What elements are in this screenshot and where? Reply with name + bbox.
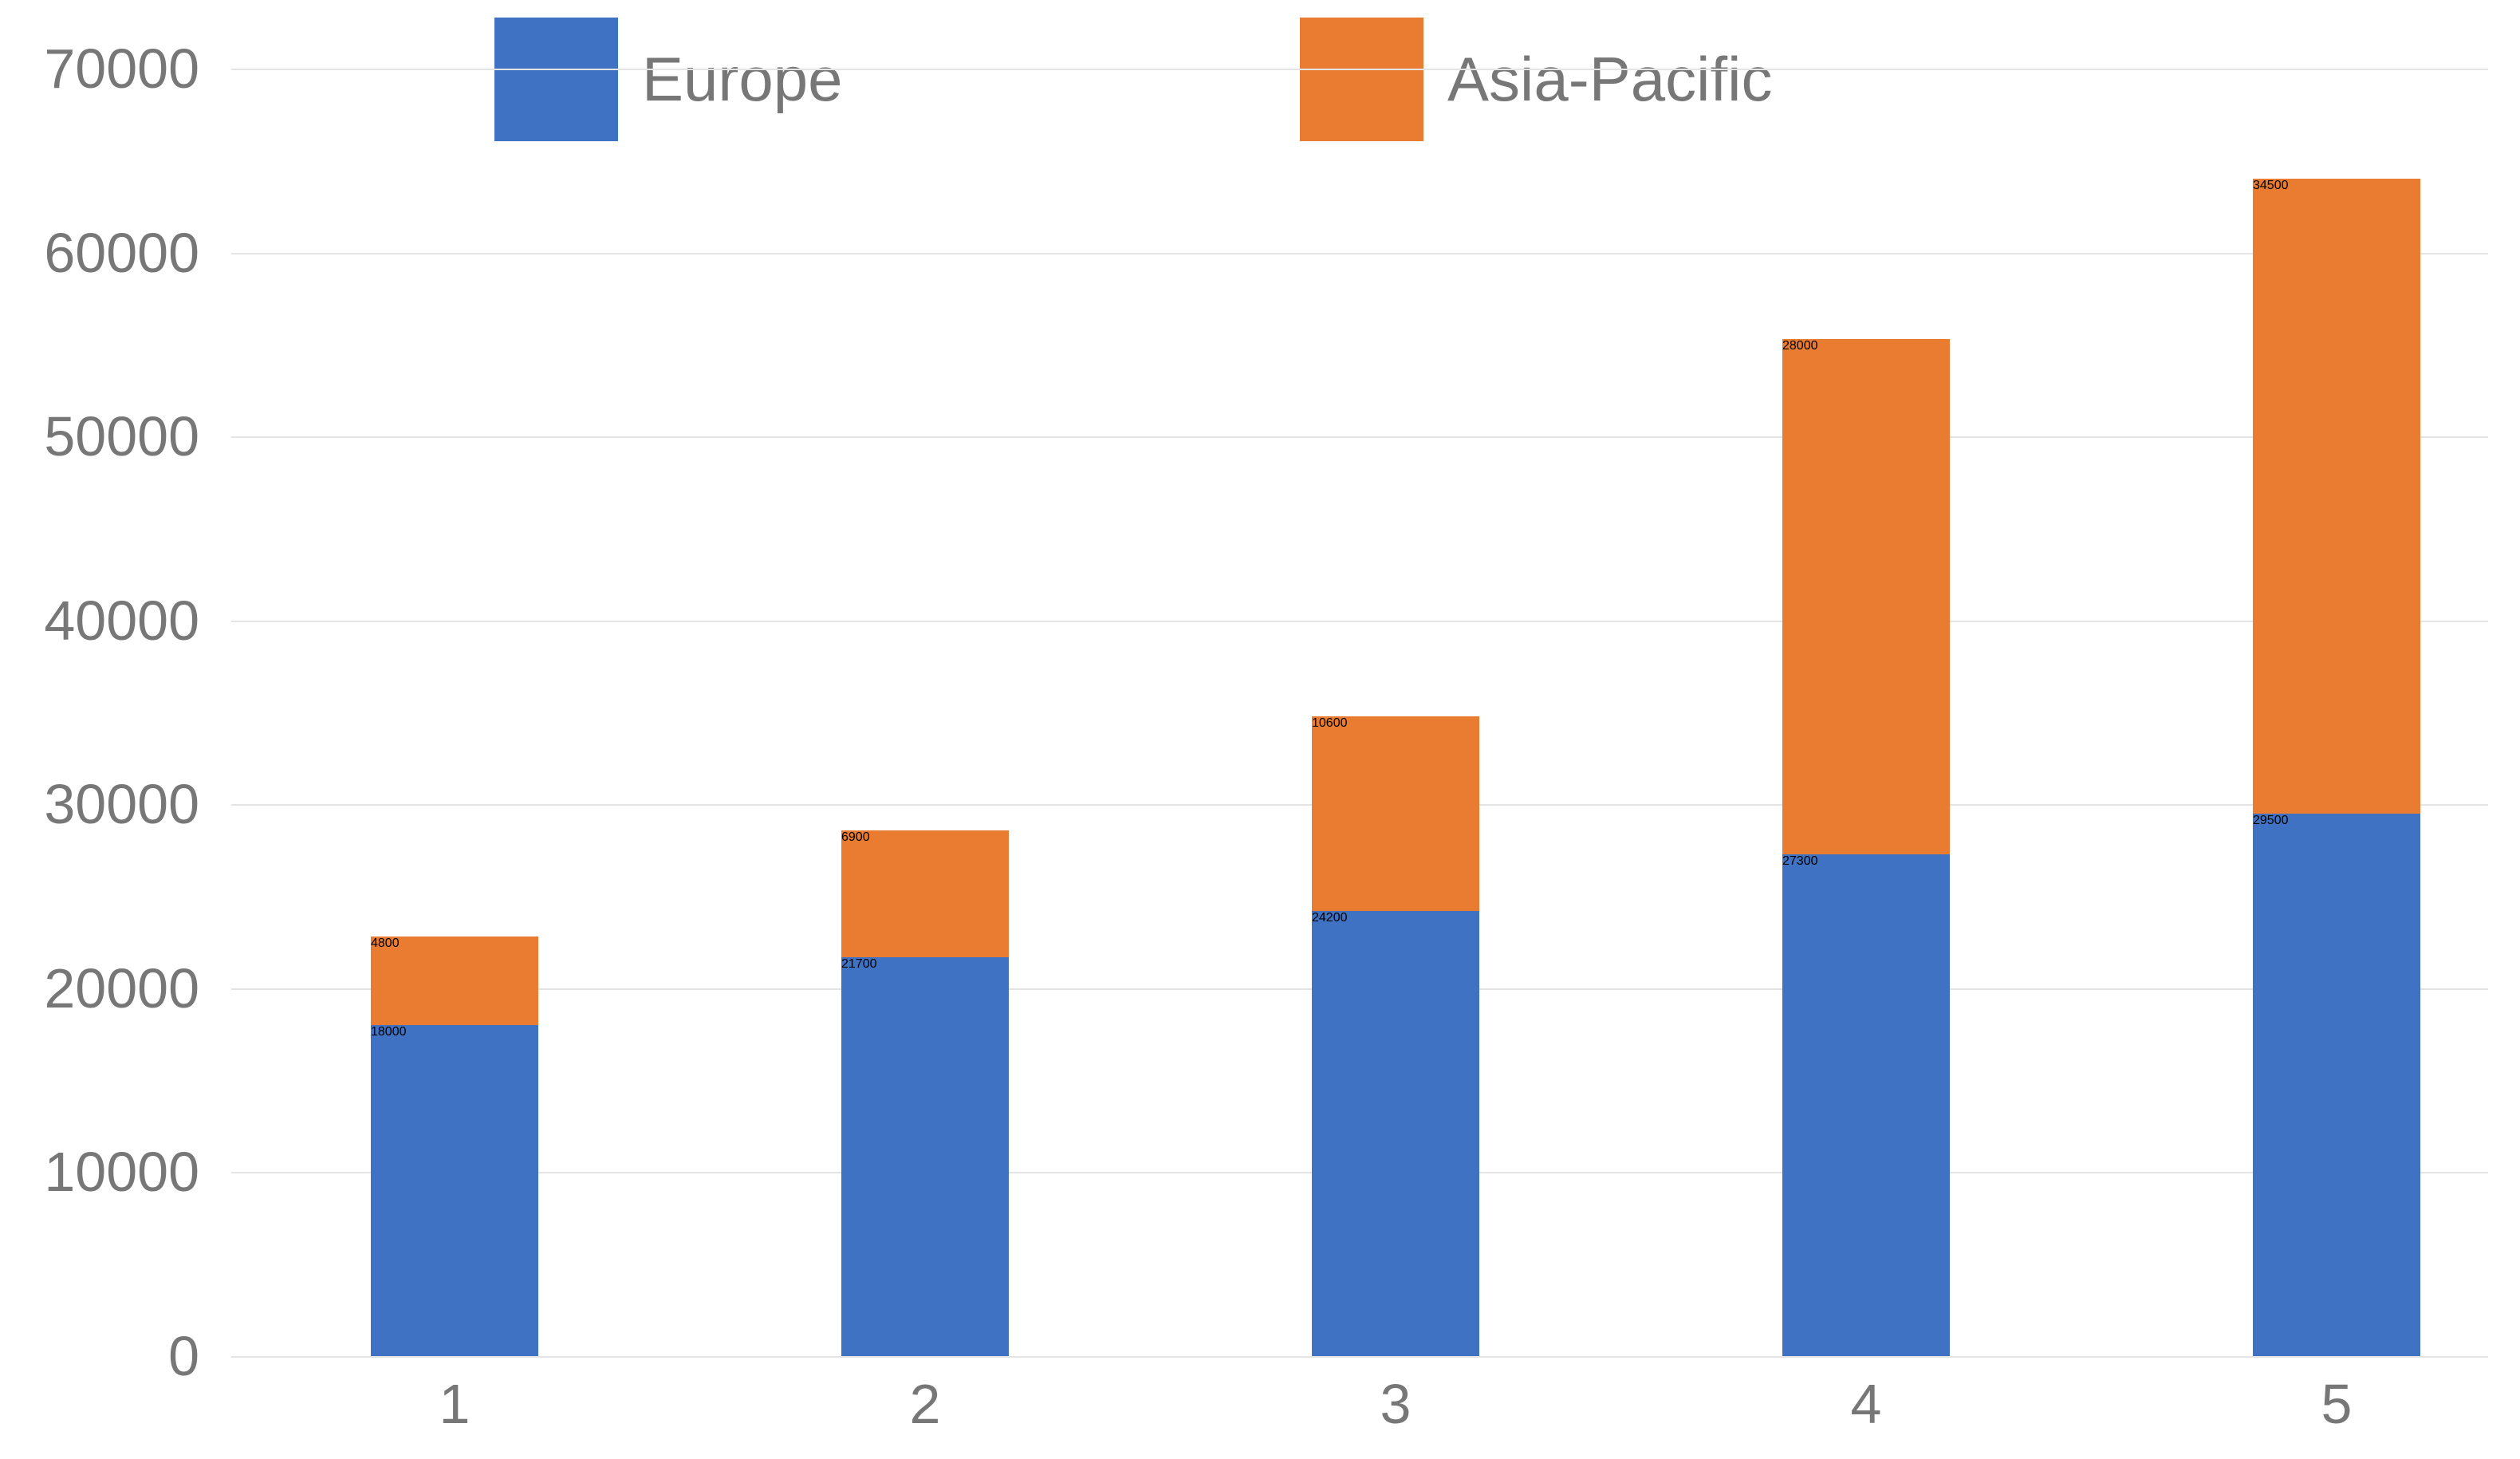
- y-tick-label: 40000: [0, 589, 199, 653]
- gridline: [231, 1356, 2488, 1358]
- bar-stack: 180004800: [371, 937, 538, 1356]
- x-tick-label: 2: [910, 1372, 941, 1436]
- x-tick-label: 4: [1851, 1372, 1882, 1436]
- gridline: [231, 436, 2488, 438]
- x-tick-label: 3: [1380, 1372, 1412, 1436]
- y-tick-label: 20000: [0, 956, 199, 1020]
- bar-segment-europe: 21700: [841, 957, 1009, 1356]
- y-tick-label: 10000: [0, 1140, 199, 1204]
- gridline: [231, 621, 2488, 622]
- plot-area: 180004800 217006900 2420010600 2730028000 29…: [231, 32, 2488, 1356]
- bar-stack: 217006900: [841, 830, 1009, 1356]
- y-tick-label: 0: [0, 1324, 199, 1388]
- y-tick-label: 70000: [0, 37, 199, 101]
- bar-segment-asia-pacific: 6900: [841, 830, 1009, 957]
- bar-segment-europe: 27300: [1782, 854, 1950, 1356]
- y-tick-label: 50000: [0, 404, 199, 468]
- bar-segment-asia-pacific: 10600: [1312, 716, 1479, 911]
- bar-segment-asia-pacific: 4800: [371, 937, 538, 1025]
- bar-segment-asia-pacific: 34500: [2253, 179, 2420, 813]
- bar-stack: 2950034500: [2253, 179, 2420, 1356]
- bar-stack: 2730028000: [1782, 339, 1950, 1356]
- bar-segment-europe: 18000: [371, 1025, 538, 1356]
- y-tick-label: 60000: [0, 221, 199, 285]
- x-tick-label: 5: [2321, 1372, 2353, 1436]
- y-tick-label: 30000: [0, 772, 199, 836]
- bar-segment-asia-pacific: 28000: [1782, 339, 1950, 854]
- stacked-bar-chart: EuropeAsia-Pacific1800048002170069002420…: [0, 0, 2520, 1459]
- gridline: [231, 69, 2488, 70]
- bar-segment-europe: 24200: [1312, 911, 1479, 1356]
- gridline: [231, 253, 2488, 254]
- x-tick-label: 1: [439, 1372, 471, 1436]
- bar-stack: 2420010600: [1312, 716, 1479, 1356]
- bar-segment-europe: 29500: [2253, 814, 2420, 1356]
